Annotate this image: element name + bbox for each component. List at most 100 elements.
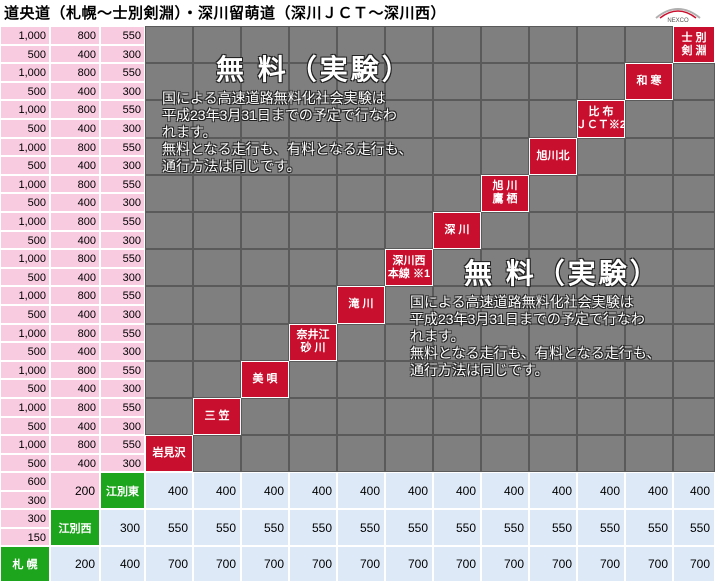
free-cell	[481, 360, 529, 398]
free-cell	[481, 100, 529, 138]
free-cell	[193, 174, 241, 212]
free-cell	[193, 26, 241, 64]
fare-cell: 550	[193, 509, 241, 547]
fare-cell: 400	[481, 472, 529, 510]
free-cell	[289, 26, 337, 64]
free-cell	[577, 435, 625, 473]
fare-cell: 400	[289, 472, 337, 510]
station-label: 江別西	[50, 509, 100, 547]
fare-cell: 550	[241, 509, 289, 547]
free-cell	[433, 137, 481, 175]
free-cell	[673, 249, 715, 287]
fare-cell: 500	[0, 44, 50, 64]
free-cell	[337, 360, 385, 398]
free-cell	[529, 26, 577, 64]
fare-cell: 550	[577, 509, 625, 547]
station-label: 滝 川	[337, 286, 385, 324]
fare-cell: 400	[577, 472, 625, 510]
fare-cell: 300	[100, 156, 145, 175]
fare-cell: 500	[0, 230, 50, 250]
free-cell	[193, 212, 241, 250]
fare-cell: 550	[481, 509, 529, 547]
free-cell	[625, 360, 673, 398]
free-cell	[625, 435, 673, 473]
free-cell	[289, 286, 337, 324]
fare-cell: 400	[385, 472, 433, 510]
free-cell	[145, 174, 193, 212]
fare-cell: 300	[100, 44, 145, 64]
notice-heading: 無 料（実験）	[216, 54, 413, 85]
station-label: 岩見沢	[145, 435, 193, 473]
free-cell	[529, 212, 577, 250]
free-cell	[193, 323, 241, 361]
free-cell	[385, 360, 433, 398]
free-cell	[337, 435, 385, 473]
fare-cell: 500	[0, 156, 50, 175]
free-cell	[241, 398, 289, 436]
free-cell	[433, 63, 481, 101]
notice-body: 国による高速道路無料化社会実験は 平成23年3月31日までの予定で行なわ れます…	[410, 294, 661, 378]
fare-cell: 500	[0, 119, 50, 138]
free-cell	[673, 174, 715, 212]
free-cell	[385, 137, 433, 175]
fare-cell: 200	[50, 472, 100, 510]
fare-cell: 400	[50, 267, 100, 287]
free-cell	[433, 100, 481, 138]
fare-cell: 400	[50, 416, 100, 436]
free-cell	[241, 100, 289, 138]
free-cell	[529, 100, 577, 138]
station-label: 旭 川 鷹 栖	[481, 174, 529, 212]
fare-cell: 1,000	[0, 137, 50, 157]
fare-cell: 800	[50, 174, 100, 194]
fare-cell: 400	[50, 119, 100, 138]
fare-cell: 400	[50, 44, 100, 64]
free-cell	[385, 63, 433, 101]
fare-cell: 1,000	[0, 26, 50, 45]
fare-cell: 550	[100, 360, 145, 380]
fare-cell: 300	[100, 119, 145, 138]
station-label: 札 幌	[0, 546, 50, 582]
fare-cell: 400	[50, 156, 100, 175]
free-cell	[481, 63, 529, 101]
fare-cell: 400	[100, 546, 145, 582]
fare-cell: 700	[241, 546, 289, 582]
fare-cell: 300	[100, 230, 145, 250]
fare-cell: 550	[145, 509, 193, 547]
free-cell	[145, 398, 193, 436]
fare-cell: 550	[100, 137, 145, 157]
fare-cell: 550	[673, 509, 715, 547]
fare-cell: 300	[100, 509, 145, 547]
free-cell	[241, 249, 289, 287]
fare-cell: 1,000	[0, 212, 50, 231]
free-cell	[529, 249, 577, 287]
fare-cell: 550	[625, 509, 673, 547]
free-cell	[529, 174, 577, 212]
free-cell	[481, 435, 529, 473]
fare-cell: 1,000	[0, 249, 50, 268]
free-cell	[289, 137, 337, 175]
free-cell	[289, 249, 337, 287]
fare-cell: 500	[0, 379, 50, 398]
fare-cell: 400	[673, 472, 715, 510]
free-cell	[577, 212, 625, 250]
fare-cell: 700	[673, 546, 715, 582]
fare-cell: 800	[50, 63, 100, 82]
fare-cell: 800	[50, 26, 100, 45]
free-cell	[577, 249, 625, 287]
free-cell	[577, 174, 625, 212]
free-cell	[625, 286, 673, 324]
free-cell	[385, 212, 433, 250]
free-cell	[337, 100, 385, 138]
free-cell	[385, 174, 433, 212]
free-cell	[577, 26, 625, 64]
fare-cell: 700	[193, 546, 241, 582]
fare-cell: 800	[50, 100, 100, 119]
free-cell	[289, 360, 337, 398]
free-cell	[385, 435, 433, 473]
free-cell	[241, 137, 289, 175]
fare-cell: 550	[100, 63, 145, 82]
svg-text:NEXCO: NEXCO	[667, 18, 689, 24]
fare-cell: 300	[100, 193, 145, 212]
station-label: 士 別 剣 淵	[673, 26, 715, 64]
fare-cell: 1,000	[0, 398, 50, 417]
